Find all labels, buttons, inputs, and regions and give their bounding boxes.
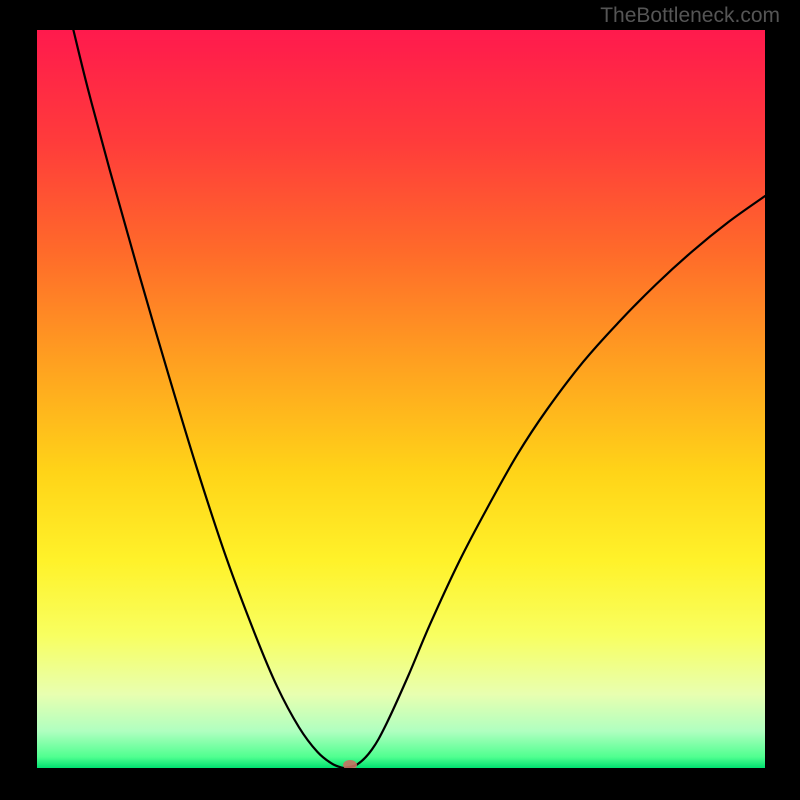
watermark-text: TheBottleneck.com [600,4,780,28]
bottleneck-chart [37,30,765,768]
chart-background [37,30,765,768]
